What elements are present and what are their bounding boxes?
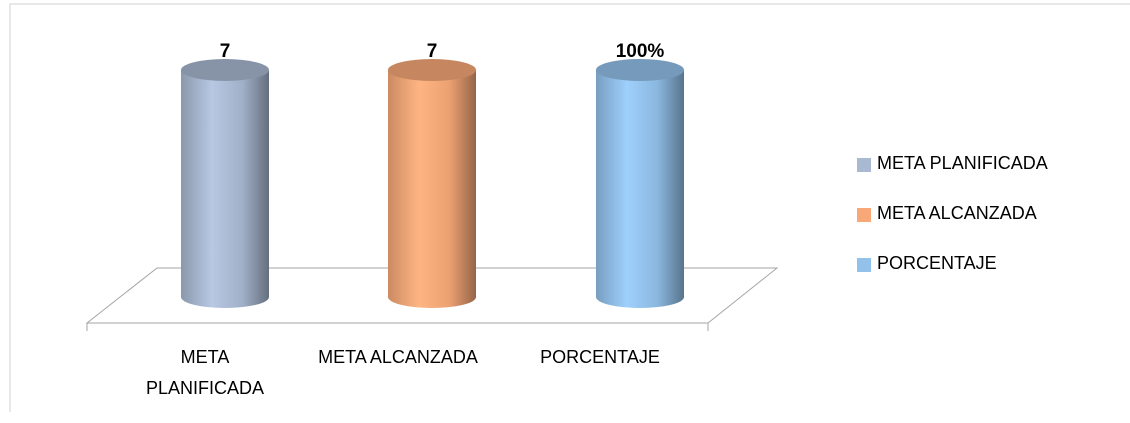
bar-top <box>596 59 684 81</box>
data-label: 7 <box>427 41 438 62</box>
data-label: 100% <box>616 41 665 62</box>
chart-border <box>9 3 1130 412</box>
legend-swatch <box>857 158 871 172</box>
x-tick-label: META ALCANZADA <box>318 347 478 367</box>
bar-top <box>181 59 269 81</box>
bar <box>388 70 476 308</box>
legend-swatch <box>857 208 871 222</box>
x-tick-label: PORCENTAJE <box>540 347 660 367</box>
bar <box>181 70 269 308</box>
data-label: 7 <box>220 41 231 62</box>
bar-top <box>388 59 476 81</box>
legend-label: META PLANIFICADA <box>877 153 1048 173</box>
legend-label: META ALCANZADA <box>877 203 1037 223</box>
legend-label: PORCENTAJE <box>877 253 997 273</box>
legend-swatch <box>857 258 871 272</box>
x-tick-label: META PLANIFICADA <box>145 347 265 398</box>
bar <box>596 70 684 308</box>
